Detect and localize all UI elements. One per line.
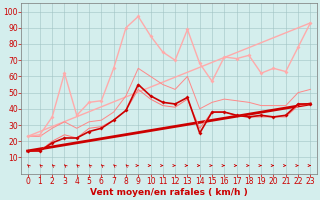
X-axis label: Vent moyen/en rafales ( km/h ): Vent moyen/en rafales ( km/h ) bbox=[90, 188, 248, 197]
